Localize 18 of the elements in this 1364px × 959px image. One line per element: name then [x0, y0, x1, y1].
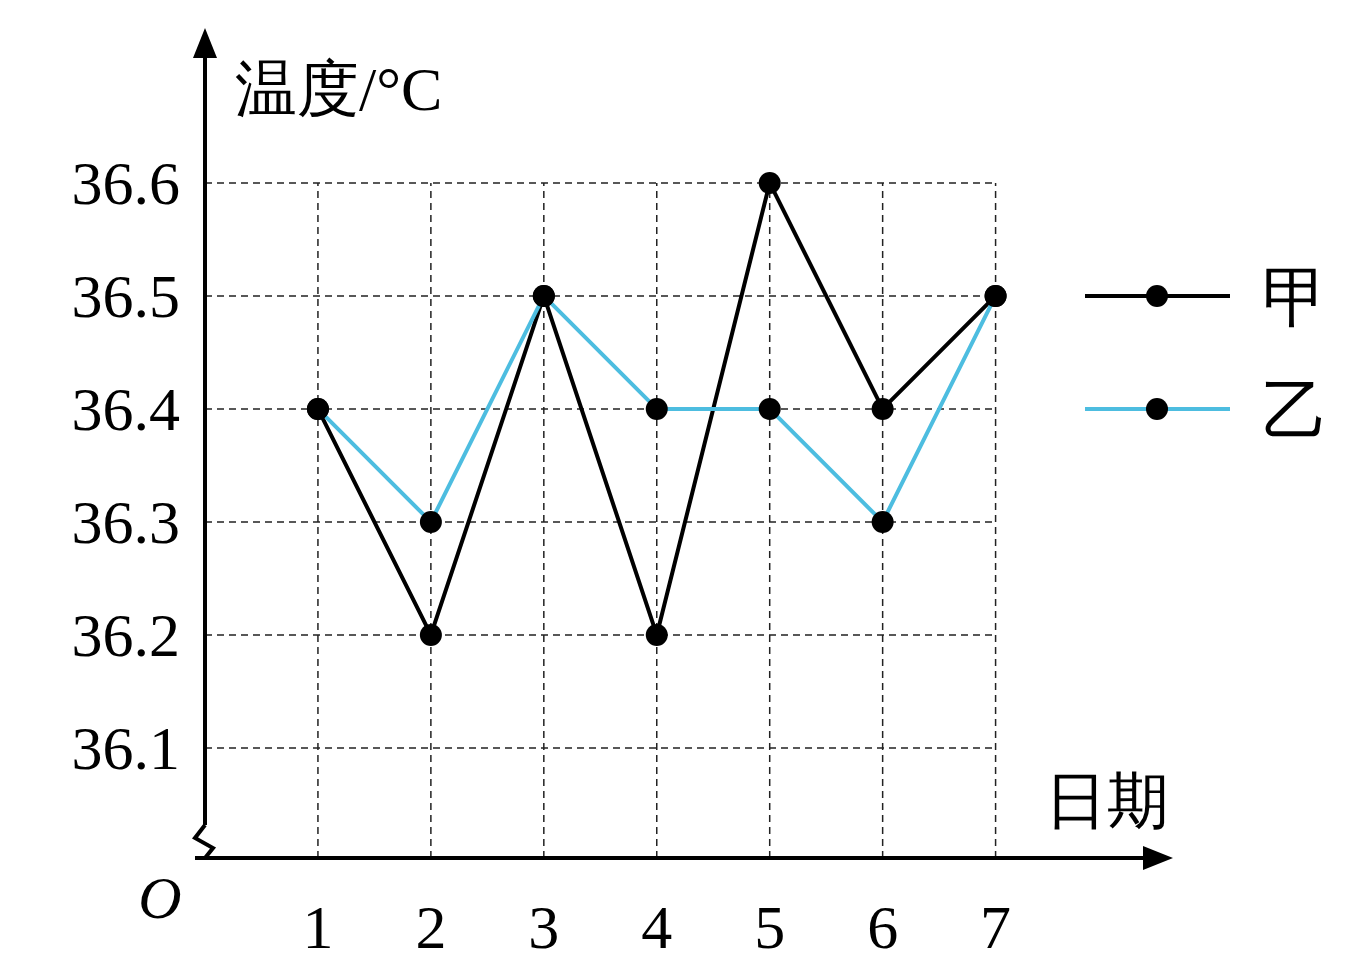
x-tick-label: 4: [641, 893, 673, 959]
x-tick-label: 6: [867, 893, 899, 959]
y-tick-label: 36.4: [71, 374, 180, 443]
y-tick-label: 36.6: [71, 148, 180, 217]
x-tick-label: 5: [754, 893, 786, 959]
x-tick-label: 7: [980, 893, 1012, 959]
y-axis-title: 温度/°C: [235, 55, 443, 123]
y-tick-label: 36.1: [71, 713, 180, 782]
text: O: [138, 865, 182, 931]
x-tick-label: 2: [415, 893, 447, 959]
x-tick-label: 1: [302, 893, 334, 959]
x-tick-label: 3: [528, 893, 560, 959]
legend-label: 甲: [1262, 261, 1328, 334]
legend-label: 乙: [1262, 374, 1328, 447]
x-axis-title: 日期: [1045, 767, 1169, 835]
y-tick-label: 36.3: [71, 487, 180, 556]
y-tick-label: 36.5: [71, 261, 180, 330]
y-tick-label: 36.2: [71, 600, 180, 669]
